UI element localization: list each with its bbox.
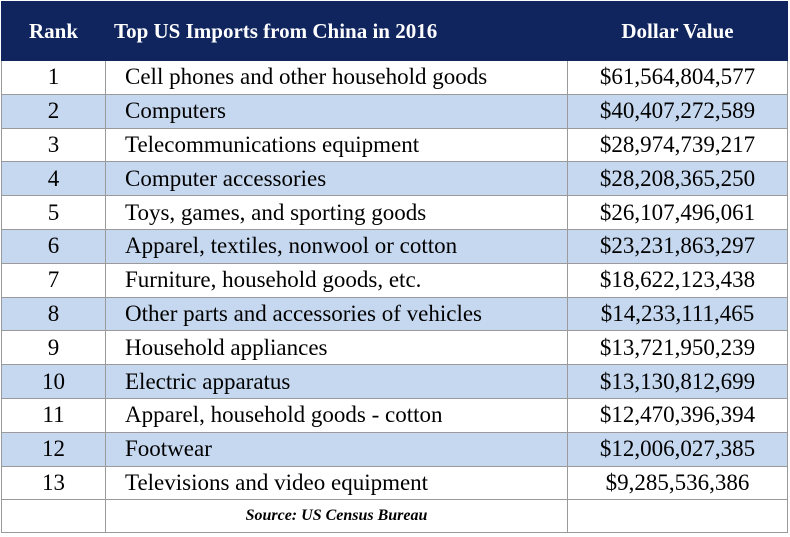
item-cell: Televisions and video equipment (105, 465, 568, 501)
table-row: 12 Footwear $12,006,027,385 (1, 431, 788, 467)
item-cell: Cell phones and other household goods (105, 60, 568, 95)
item-cell: Household appliances (105, 330, 568, 366)
value-cell: $13,721,950,239 (567, 330, 788, 366)
value-cell: $13,130,812,699 (567, 364, 788, 399)
table-row: 13 Televisions and video equipment $9,285,… (1, 465, 788, 501)
rank-cell: 9 (1, 330, 106, 366)
header-value: Dollar Value (567, 1, 788, 61)
table-footer-row: Source: US Census Bureau (1, 499, 788, 534)
rank-cell: 10 (1, 364, 106, 399)
value-cell: $9,285,536,386 (567, 465, 788, 501)
rank-cell: 13 (1, 465, 106, 501)
value-cell: $26,107,496,061 (567, 195, 788, 230)
item-cell: Toys, games, and sporting goods (105, 195, 568, 230)
value-cell: $12,006,027,385 (567, 431, 788, 467)
table-row: 8 Other parts and accessories of vehicles… (1, 296, 788, 332)
footer-empty-cell (1, 499, 106, 534)
item-cell: Apparel, textiles, nonwool or cotton (105, 228, 568, 264)
item-cell: Computer accessories (105, 161, 568, 197)
rank-cell: 4 (1, 161, 106, 197)
header-rank: Rank (1, 1, 106, 61)
rank-cell: 2 (1, 93, 106, 129)
table-row: 4 Computer accessories $28,208,365,250 (1, 161, 788, 197)
value-cell: $28,974,739,217 (567, 127, 788, 163)
value-cell: $23,231,863,297 (567, 228, 788, 264)
rank-cell: 8 (1, 296, 106, 332)
table-row: 2 Computers $40,407,272,589 (1, 93, 788, 129)
rank-cell: 3 (1, 127, 106, 163)
table-row: 10 Electric apparatus $13,130,812,699 (1, 364, 788, 399)
footer-empty-cell (567, 499, 788, 534)
source-note: Source: US Census Bureau (105, 499, 568, 534)
table-row: 6 Apparel, textiles, nonwool or cotton $23… (1, 228, 788, 264)
rank-cell: 6 (1, 228, 106, 264)
value-cell: $18,622,123,438 (567, 262, 788, 298)
rank-cell: 5 (1, 195, 106, 230)
table-row: 1 Cell phones and other household goods $6… (1, 60, 788, 95)
item-cell: Telecommunications equipment (105, 127, 568, 163)
table-row: 5 Toys, games, and sporting goods $26,107,… (1, 195, 788, 230)
table-row: 3 Telecommunications equipment $28,974,739… (1, 127, 788, 163)
value-cell: $12,470,396,394 (567, 397, 788, 433)
table-row: 11 Apparel, household goods - cotton $12,4… (1, 397, 788, 433)
rank-cell: 11 (1, 397, 106, 433)
item-cell: Footwear (105, 431, 568, 467)
table-row: 7 Furniture, household goods, etc. $18,622… (1, 262, 788, 298)
table-header-row: Rank Top US Imports from China in 2016 D… (1, 1, 788, 61)
table-body: 1 Cell phones and other household goods $6… (1, 60, 788, 501)
rank-cell: 7 (1, 262, 106, 298)
value-cell: $14,233,111,465 (567, 296, 788, 332)
header-item: Top US Imports from China in 2016 (105, 1, 568, 61)
value-cell: $40,407,272,589 (567, 93, 788, 129)
item-cell: Furniture, household goods, etc. (105, 262, 568, 298)
value-cell: $28,208,365,250 (567, 161, 788, 197)
rank-cell: 1 (1, 60, 106, 95)
item-cell: Computers (105, 93, 568, 129)
item-cell: Apparel, household goods - cotton (105, 397, 568, 433)
rank-cell: 12 (1, 431, 106, 467)
value-cell: $61,564,804,577 (567, 60, 788, 95)
table-row: 9 Household appliances $13,721,950,239 (1, 330, 788, 366)
item-cell: Electric apparatus (105, 364, 568, 399)
item-cell: Other parts and accessories of vehicles (105, 296, 568, 332)
